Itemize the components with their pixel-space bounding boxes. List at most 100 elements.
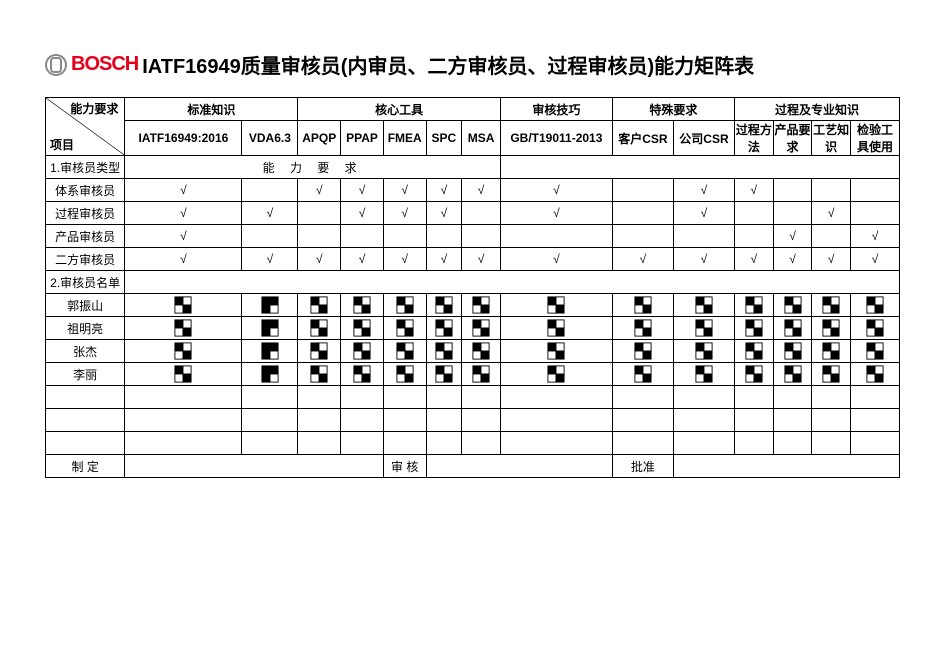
competency-cell — [735, 294, 774, 317]
competency-icon — [634, 320, 652, 334]
section2-header-row: 2.审核员名单 — [46, 271, 900, 294]
group-header: 核心工具 — [298, 98, 501, 121]
type-cell: √ — [735, 248, 774, 271]
competency-icon — [261, 343, 279, 357]
competency-icon — [866, 320, 884, 334]
competency-icon — [784, 297, 802, 311]
competency-icon — [261, 366, 279, 380]
type-cell — [612, 225, 673, 248]
competency-cell — [462, 340, 501, 363]
empty-cell — [46, 386, 125, 409]
competency-cell — [612, 294, 673, 317]
blank-row — [46, 432, 900, 455]
competency-icon — [784, 366, 802, 380]
empty-cell — [426, 409, 462, 432]
competency-icon — [822, 297, 840, 311]
competency-icon — [547, 320, 565, 334]
competency-cell — [812, 363, 851, 386]
competency-cell — [735, 340, 774, 363]
type-cell — [735, 202, 774, 225]
competency-icon — [822, 343, 840, 357]
col-header: SPC — [426, 121, 462, 156]
competency-cell — [773, 294, 812, 317]
competency-icon — [745, 320, 763, 334]
competency-cell — [773, 363, 812, 386]
type-cell: √ — [500, 202, 612, 225]
empty-cell — [125, 409, 242, 432]
type-cell: √ — [341, 248, 384, 271]
competency-icon — [353, 343, 371, 357]
competency-cell — [383, 317, 426, 340]
type-cell: √ — [426, 179, 462, 202]
type-cell: √ — [851, 225, 900, 248]
competency-cell — [812, 340, 851, 363]
competency-icon — [174, 366, 192, 380]
col-header: 公司CSR — [673, 121, 734, 156]
competency-cell — [298, 317, 341, 340]
competency-cell — [851, 317, 900, 340]
bosch-logo-icon — [45, 54, 67, 76]
group-header: 标准知识 — [125, 98, 298, 121]
type-cell: √ — [673, 202, 734, 225]
person-name: 张杰 — [46, 340, 125, 363]
competency-icon — [353, 366, 371, 380]
empty-cell — [500, 386, 612, 409]
competency-cell — [673, 363, 734, 386]
competency-icon — [745, 297, 763, 311]
empty-cell — [298, 409, 341, 432]
competency-icon — [822, 320, 840, 334]
empty-cell — [812, 432, 851, 455]
competency-cell — [462, 317, 501, 340]
type-cell — [612, 179, 673, 202]
person-row: 李丽 — [46, 363, 900, 386]
competency-cell — [125, 294, 242, 317]
empty-cell — [46, 432, 125, 455]
signature-row: 制 定 审 核 批准 — [46, 455, 900, 478]
competency-icon — [435, 320, 453, 334]
competency-cell — [383, 363, 426, 386]
competency-icon — [784, 320, 802, 334]
competency-cell — [341, 294, 384, 317]
type-cell: √ — [242, 248, 298, 271]
competency-cell — [673, 317, 734, 340]
competency-cell — [500, 340, 612, 363]
type-cell: √ — [773, 225, 812, 248]
competency-cell — [242, 317, 298, 340]
empty-cell — [383, 409, 426, 432]
competency-cell — [462, 294, 501, 317]
type-row: 产品审核员√√√ — [46, 225, 900, 248]
type-cell — [462, 225, 501, 248]
type-cell: √ — [298, 248, 341, 271]
competency-cell — [426, 363, 462, 386]
col-header: PPAP — [341, 121, 384, 156]
competency-cell — [125, 317, 242, 340]
col-header: VDA6.3 — [242, 121, 298, 156]
competency-icon — [472, 320, 490, 334]
competency-cell — [612, 340, 673, 363]
competency-icon — [353, 320, 371, 334]
competency-icon — [310, 320, 328, 334]
type-cell: √ — [612, 248, 673, 271]
type-row-label: 过程审核员 — [46, 202, 125, 225]
competency-cell — [812, 317, 851, 340]
person-name: 祖明亮 — [46, 317, 125, 340]
type-cell — [773, 202, 812, 225]
group-header: 过程及专业知识 — [735, 98, 900, 121]
diag-top-label: 能力要求 — [70, 100, 118, 117]
empty-cell — [773, 409, 812, 432]
type-row-label: 二方审核员 — [46, 248, 125, 271]
type-cell — [851, 179, 900, 202]
competency-cell — [462, 363, 501, 386]
empty-cell — [500, 432, 612, 455]
empty-cell — [612, 409, 673, 432]
diag-bottom-label: 项目 — [50, 136, 74, 153]
footer-review-label: 审 核 — [383, 455, 426, 478]
empty-cell — [125, 386, 242, 409]
type-cell: √ — [500, 179, 612, 202]
competency-icon — [396, 297, 414, 311]
person-row: 张杰 — [46, 340, 900, 363]
competency-icon — [695, 320, 713, 334]
competency-icon — [261, 297, 279, 311]
col-header: IATF16949:2016 — [125, 121, 242, 156]
empty-cell — [500, 156, 899, 179]
